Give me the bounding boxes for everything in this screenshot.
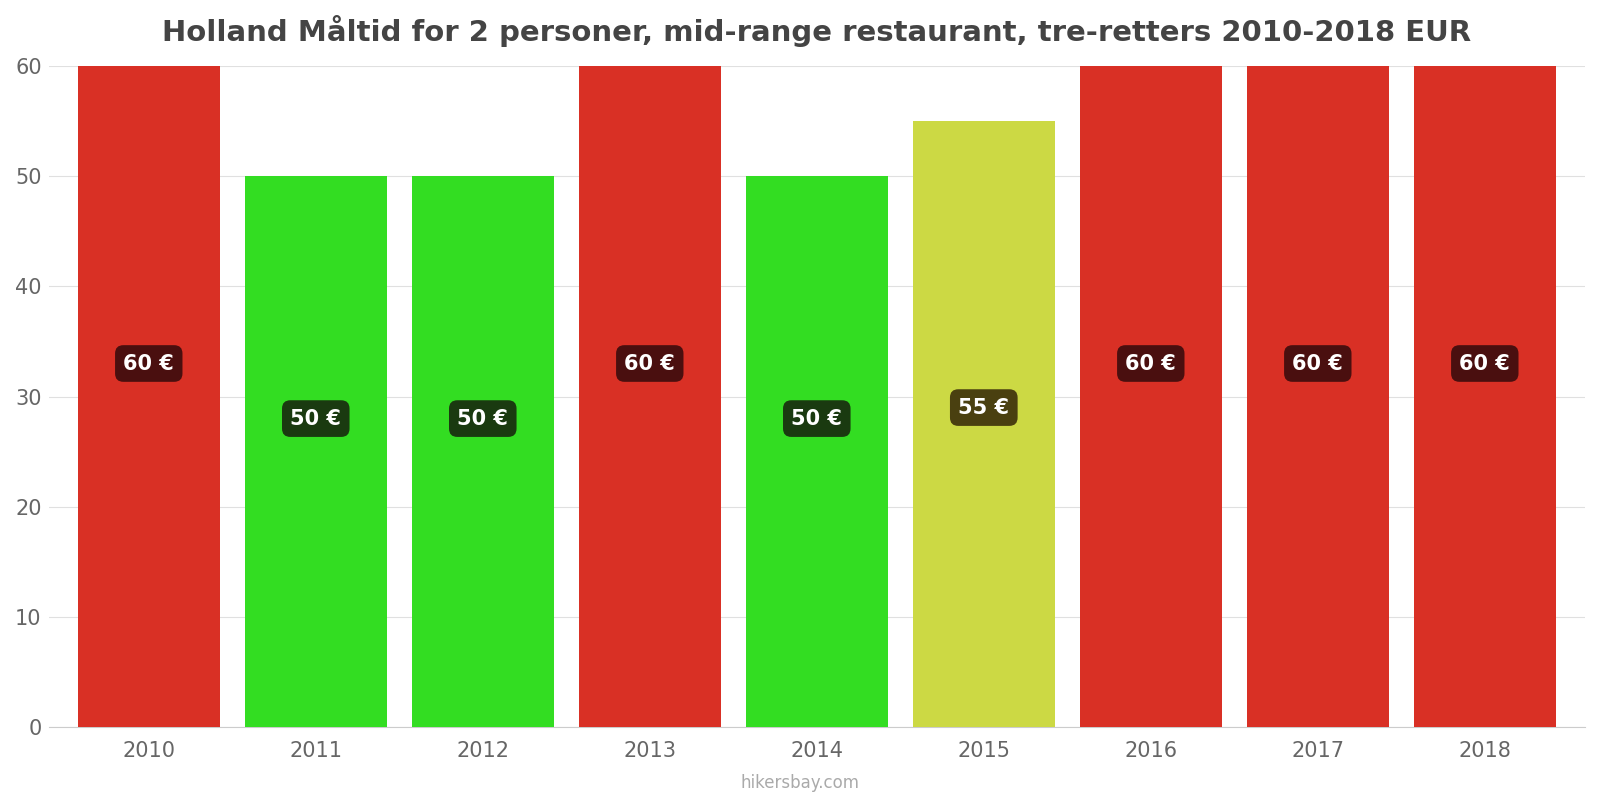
Bar: [579, 66, 720, 727]
Text: 50 €: 50 €: [792, 409, 842, 429]
Bar: [1080, 66, 1222, 727]
Text: 60 €: 60 €: [624, 354, 675, 374]
Bar: [746, 176, 888, 727]
Bar: [1414, 66, 1555, 727]
Text: 60 €: 60 €: [1125, 354, 1176, 374]
Bar: [914, 121, 1054, 727]
Bar: [78, 66, 219, 727]
Text: 60 €: 60 €: [123, 354, 174, 374]
Text: 50 €: 50 €: [290, 409, 341, 429]
Text: 55 €: 55 €: [958, 398, 1010, 418]
Title: Holland Måltid for 2 personer, mid-range restaurant, tre-retters 2010-2018 EUR: Holland Måltid for 2 personer, mid-range…: [162, 15, 1472, 47]
Bar: [411, 176, 554, 727]
Text: 60 €: 60 €: [1459, 354, 1510, 374]
Text: hikersbay.com: hikersbay.com: [741, 774, 859, 792]
Text: 50 €: 50 €: [458, 409, 509, 429]
Bar: [245, 176, 387, 727]
Text: 60 €: 60 €: [1293, 354, 1342, 374]
Bar: [1246, 66, 1389, 727]
